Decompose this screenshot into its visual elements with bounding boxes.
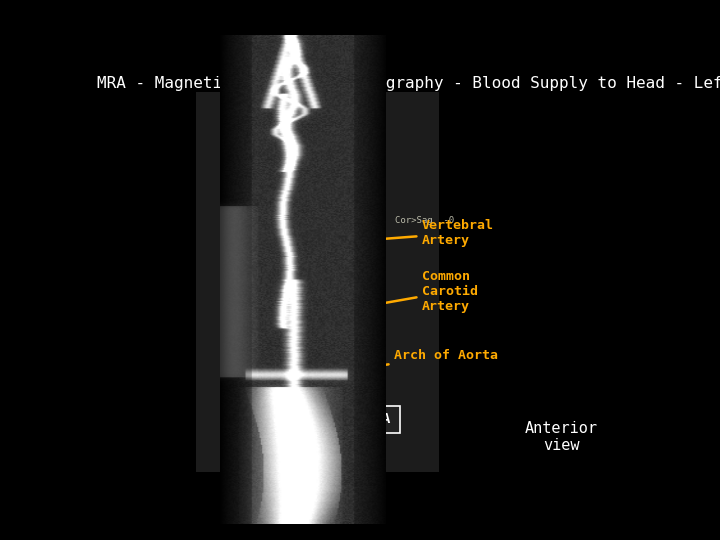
Text: Vertebral
Artery: Vertebral Artery — [338, 219, 494, 247]
Text: Common
Carotid
Artery: Common Carotid Artery — [338, 270, 478, 313]
Text: Arch of Aorta: Arch of Aorta — [297, 349, 498, 380]
Text: Cor>Sag  -0: Cor>Sag -0 — [395, 216, 454, 225]
Text: MRA - Magnetic Resonance Angiography - Blood Supply to Head - Left side only: MRA - Magnetic Resonance Angiography - B… — [96, 77, 720, 91]
Text: Anterior
view: Anterior view — [525, 421, 598, 453]
Bar — [372, 406, 400, 433]
Bar — [196, 92, 438, 472]
Text: A: A — [382, 412, 390, 426]
